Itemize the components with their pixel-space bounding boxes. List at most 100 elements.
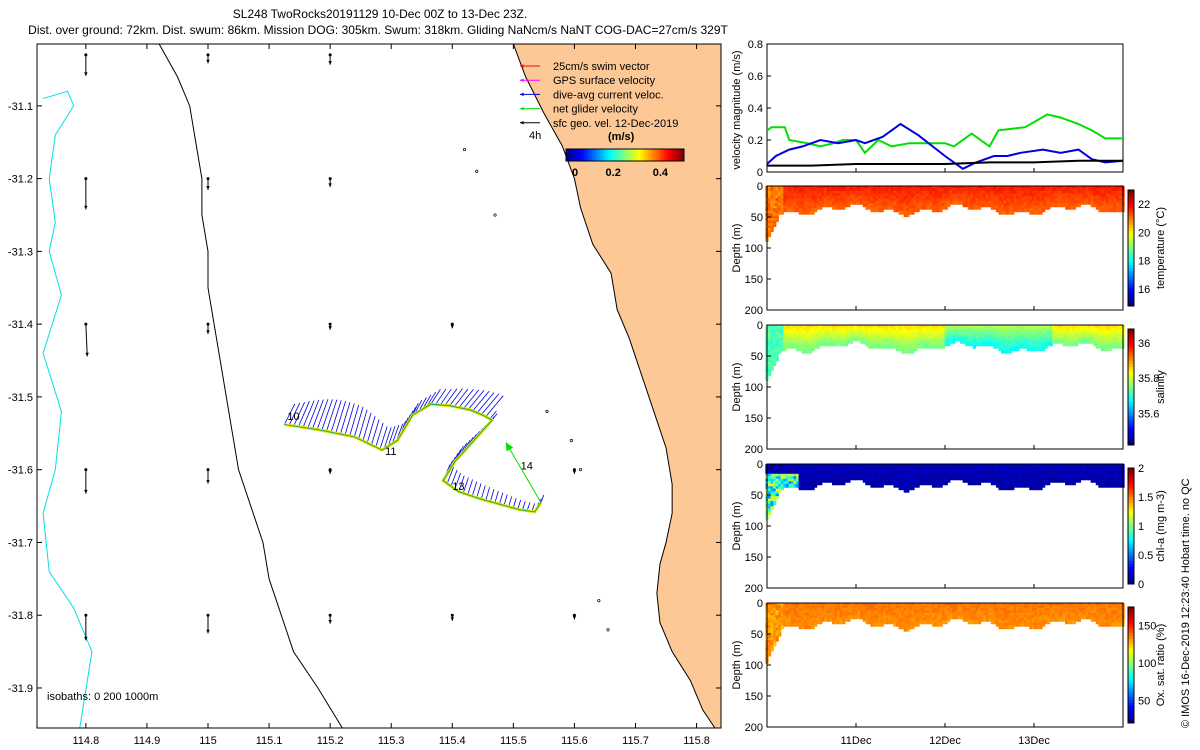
heatmap-cell <box>773 357 777 362</box>
heatmap-cell <box>890 602 895 607</box>
heatmap-cell <box>1044 195 1048 200</box>
heatmap-cell <box>1080 463 1084 468</box>
heatmap-cell <box>1070 327 1074 332</box>
heatmap-cell <box>1082 473 1087 478</box>
heatmap-cell <box>1026 332 1030 337</box>
heatmap-cell <box>785 610 790 615</box>
heatmap-cell <box>1031 337 1035 342</box>
heatmap-colorbar-cell <box>1128 253 1134 258</box>
heatmap-cell <box>839 466 843 471</box>
heatmap-cell <box>995 324 1000 329</box>
heatmap-cell <box>1031 473 1035 478</box>
heatmap-cell <box>1054 327 1059 332</box>
heatmap-cell <box>936 607 941 612</box>
heatmap-cell <box>965 471 969 476</box>
heatmap-cell <box>801 476 805 481</box>
heatmap-cell <box>1108 198 1112 203</box>
heatmap-cell <box>1090 471 1094 476</box>
heatmap-cell <box>903 476 907 481</box>
heatmap-cell <box>1059 200 1064 205</box>
map-xtick-label: 114.8 <box>72 735 99 747</box>
heatmap-cell <box>831 607 836 612</box>
heatmap-cell <box>1062 195 1066 200</box>
heatmap-cell <box>967 205 971 210</box>
heatmap-colorbar-cell <box>1128 537 1134 541</box>
heatmap-colorbar-cell <box>1128 224 1134 229</box>
heatmap-cell <box>1100 347 1105 352</box>
heatmap-cell <box>796 466 800 471</box>
dac-vector <box>458 389 474 408</box>
heatmap-cell <box>908 610 913 615</box>
heatmap-cell <box>811 344 815 349</box>
heatmap-cell <box>1008 337 1012 342</box>
heatmap-cell <box>901 476 905 481</box>
heatmap-cell <box>788 185 792 190</box>
heatmap-cell <box>775 208 779 213</box>
heatmap-cell <box>883 337 887 342</box>
heatmap-cell <box>1118 334 1123 339</box>
heatmap-cell <box>773 627 777 632</box>
heatmap-cell <box>1100 198 1105 203</box>
heatmap-cell <box>783 481 787 486</box>
heatmap-cell <box>770 223 774 228</box>
heatmap-cell <box>1113 471 1117 476</box>
heatmap-cell <box>913 615 918 620</box>
heatmap-cell <box>1106 342 1110 347</box>
heatmap-cell <box>1026 329 1030 334</box>
colorbar-cell <box>576 149 579 161</box>
heatmap-cell <box>913 607 918 612</box>
heatmap-cell <box>926 334 930 339</box>
heatmap-cell <box>924 478 928 483</box>
heatmap-cell <box>798 605 802 610</box>
heatmap-cell <box>1036 468 1041 473</box>
heatmap-cell <box>860 324 864 329</box>
heatmap-cell <box>878 329 882 334</box>
heatmap-cell <box>788 471 792 476</box>
heatmap-cell <box>903 210 907 215</box>
heatmap-cell <box>1034 478 1038 483</box>
heatmap-cell <box>770 362 774 367</box>
heatmap-colorbar-cell <box>1128 378 1134 382</box>
heatmap-cell <box>960 332 964 337</box>
heatmap-cell <box>893 620 897 625</box>
heatmap-cell <box>911 481 915 486</box>
heatmap-cell <box>1047 190 1051 195</box>
heatmap-cell <box>949 337 954 342</box>
heatmap-cell <box>896 605 900 610</box>
heatmap-cell <box>831 193 836 198</box>
heatmap-cell <box>1057 339 1061 344</box>
heatmap-cell <box>785 195 790 200</box>
heatmap-cell <box>1070 478 1074 483</box>
heatmap-cell <box>773 190 777 195</box>
heatmap-cell <box>811 329 815 334</box>
heatmap-cell <box>888 481 892 486</box>
heatmap-cell <box>1039 347 1043 352</box>
heatmap-cell <box>931 324 936 329</box>
heatmap-cell <box>1100 471 1105 476</box>
heatmap-cell <box>778 349 782 354</box>
heatmap-cell <box>1075 324 1079 329</box>
heatmap-cell <box>911 332 915 337</box>
heatmap-ytick-label: 50 <box>751 212 763 224</box>
heatmap-cell <box>778 185 782 190</box>
heatmap-cell <box>806 349 810 354</box>
heatmap-cell <box>890 324 895 329</box>
heatmap-cell <box>952 329 956 334</box>
heatmap-cell <box>921 612 925 617</box>
heatmap-cell <box>931 610 936 615</box>
heatmap-cell <box>1118 327 1123 332</box>
heatmap-colorbar-cell <box>1128 433 1134 437</box>
heatmap-colorbar-cell <box>1128 355 1134 359</box>
heatmap-cell <box>801 463 805 468</box>
heatmap-cell <box>970 332 974 337</box>
heatmap-cell <box>775 327 779 332</box>
heatmap-cell <box>1031 208 1035 213</box>
heatmap-cell <box>870 208 874 213</box>
heatmap-cell <box>778 205 782 210</box>
heatmap-cell <box>847 188 851 193</box>
heatmap-cell <box>1106 185 1110 190</box>
heatmap-cell <box>1113 195 1117 200</box>
heatmap-cell <box>924 203 928 208</box>
heatmap-cell <box>862 612 866 617</box>
heatmap-cell <box>831 612 836 617</box>
